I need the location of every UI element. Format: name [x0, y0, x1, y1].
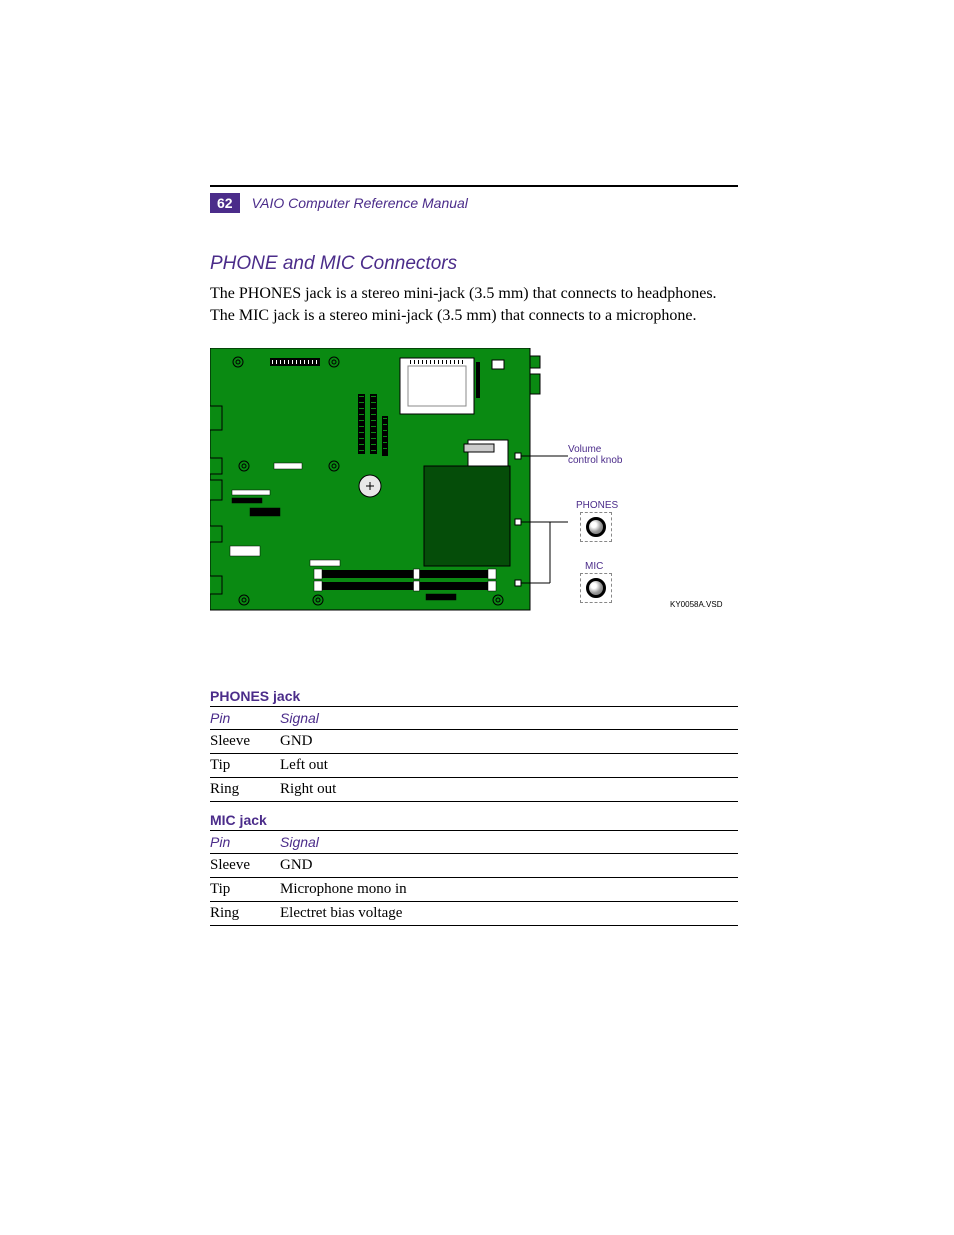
table-row: SleeveGND [210, 854, 738, 878]
motherboard-diagram: Volume control knob PHONES MIC KY0058A.V… [210, 348, 740, 628]
table-row: SleeveGND [210, 730, 738, 754]
header-rule [210, 185, 738, 187]
label-volume: Volume control knob [568, 444, 622, 466]
cell-signal: Left out [280, 754, 738, 778]
cell-signal: GND [280, 730, 738, 754]
label-phones: PHONES [576, 500, 618, 511]
page-number: 62 [210, 193, 240, 213]
cell-pin: Ring [210, 902, 280, 926]
label-mic: MIC [585, 561, 603, 572]
jack-ring-icon [586, 578, 606, 598]
label-file: KY0058A.VSD [670, 600, 722, 609]
page-content: 62 VAIO Computer Reference Manual PHONE … [210, 185, 738, 936]
table-row: TipLeft out [210, 754, 738, 778]
col-header-pin: Pin [210, 831, 280, 854]
col-header-signal: Signal [280, 707, 738, 730]
section-body: The PHONES jack is a stereo mini-jack (3… [210, 283, 738, 326]
mic-table: Pin Signal SleeveGNDTipMicrophone mono i… [210, 831, 738, 926]
cell-pin: Sleeve [210, 730, 280, 754]
mic-table-title: MIC jack [210, 812, 738, 831]
cell-signal: GND [280, 854, 738, 878]
phones-jack-icon [580, 512, 612, 542]
col-header-pin: Pin [210, 707, 280, 730]
table-row: RingRight out [210, 778, 738, 802]
manual-title: VAIO Computer Reference Manual [252, 195, 468, 211]
table-row: TipMicrophone mono in [210, 878, 738, 902]
cell-signal: Electret bias voltage [280, 902, 738, 926]
cell-pin: Sleeve [210, 854, 280, 878]
col-header-signal: Signal [280, 831, 738, 854]
cell-pin: Tip [210, 878, 280, 902]
phones-table: Pin Signal SleeveGNDTipLeft outRingRight… [210, 707, 738, 802]
cell-pin: Tip [210, 754, 280, 778]
cell-signal: Right out [280, 778, 738, 802]
page-header: 62 VAIO Computer Reference Manual [210, 193, 738, 213]
table-row: RingElectret bias voltage [210, 902, 738, 926]
cell-pin: Ring [210, 778, 280, 802]
cell-signal: Microphone mono in [280, 878, 738, 902]
mic-jack-icon [580, 573, 612, 603]
jack-ring-icon [586, 517, 606, 537]
board-svg [210, 348, 740, 628]
tables-area: PHONES jack Pin Signal SleeveGNDTipLeft … [210, 688, 738, 926]
section-heading: PHONE and MIC Connectors [210, 253, 738, 275]
phones-table-title: PHONES jack [210, 688, 738, 707]
